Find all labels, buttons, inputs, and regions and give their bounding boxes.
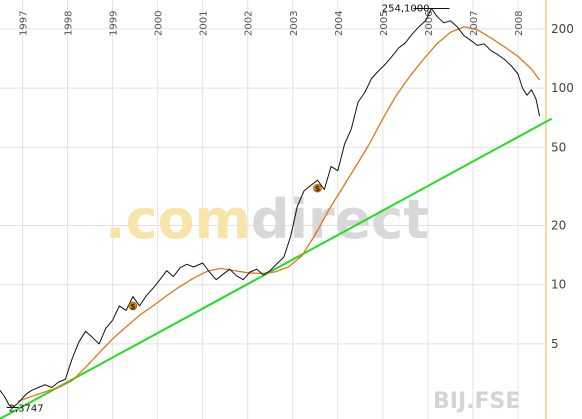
high-label: 254,1000 [382, 3, 430, 14]
watermark-part2: direct [251, 188, 429, 251]
vertical-gridlines [22, 0, 519, 419]
x-tick-1997: 1997 [19, 11, 30, 36]
watermark: .comdirect [105, 188, 429, 251]
x-tick-2002: 2002 [244, 11, 255, 36]
watermark-part1: .com [105, 188, 251, 251]
horizontal-gridlines [0, 28, 545, 345]
x-tick-2008: 2008 [514, 11, 525, 36]
x-tick-2004: 2004 [334, 11, 345, 36]
x-axis-tick-labels: 1997 1998 1999 2000 2001 2002 2003 2004 2005 2006… [19, 11, 525, 36]
y-axis-tick-labels: 5 10 20 50 100 200 [551, 22, 574, 351]
y-tick-200: 200 [551, 22, 574, 36]
x-tick-1999: 1999 [109, 11, 120, 36]
dividend-marker-symbol-2: $ [315, 184, 321, 193]
y-tick-20: 20 [551, 219, 566, 233]
dividend-marker-2 [313, 183, 322, 193]
dividend-marker-1 [128, 301, 138, 311]
y-tick-100: 100 [551, 81, 574, 95]
y-tick-10: 10 [551, 278, 566, 292]
low-annotation: 2,3747 [6, 403, 44, 414]
x-tick-2003: 2003 [289, 11, 300, 36]
high-annotation: 254,1000 [382, 3, 450, 14]
right-axis-band [545, 0, 547, 419]
y-tick-50: 50 [551, 140, 566, 154]
dividend-marker-symbol-1: $ [130, 302, 136, 311]
x-tick-2000: 2000 [154, 11, 165, 36]
x-tick-1998: 1998 [64, 11, 75, 36]
series-moving-average [17, 26, 541, 403]
series-layer [0, 8, 553, 419]
series-trendline [0, 117, 553, 419]
x-tick-2007: 2007 [469, 11, 480, 36]
watermark-text: .comdirect [105, 188, 429, 251]
ticker-label: BIJ.FSE [433, 389, 520, 414]
series-price [0, 8, 541, 409]
low-label: 2,3747 [9, 403, 44, 414]
dividend-markers: $$ [128, 183, 322, 311]
x-tick-2001: 2001 [199, 11, 210, 36]
y-tick-5: 5 [551, 337, 559, 351]
x-tick-2005: 2005 [379, 11, 390, 36]
x-tick-2006: 2006 [424, 11, 435, 36]
